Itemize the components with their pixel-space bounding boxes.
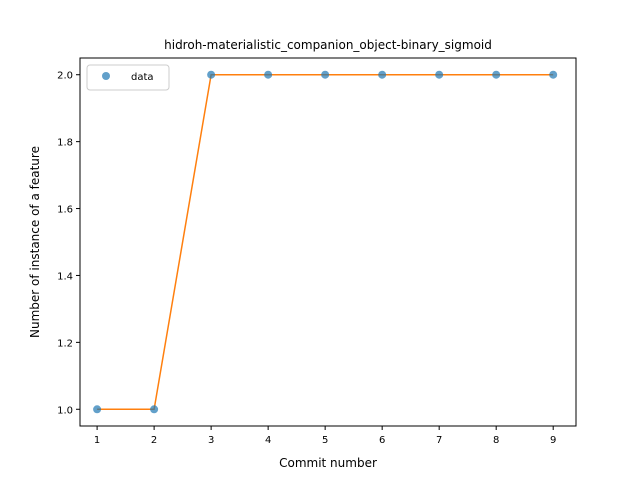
x-tick-label: 7 bbox=[436, 435, 442, 446]
legend: data bbox=[86, 64, 170, 91]
x-axis: 1 2 3 4 5 6 7 8 9 bbox=[94, 426, 556, 446]
legend-marker bbox=[102, 72, 110, 80]
x-tick-label: 4 bbox=[265, 435, 271, 446]
x-axis-label: Commit number bbox=[279, 456, 377, 470]
data-point bbox=[93, 405, 102, 414]
x-tick-label: 8 bbox=[493, 435, 499, 446]
y-tick-label: 1.2 bbox=[57, 338, 73, 349]
data-point bbox=[549, 70, 558, 79]
y-tick-label: 1.6 bbox=[57, 205, 73, 216]
plot-area bbox=[79, 57, 577, 427]
data-point bbox=[378, 70, 387, 79]
data-point bbox=[321, 70, 330, 79]
legend-box bbox=[86, 64, 170, 91]
y-tick-label: 1.0 bbox=[57, 405, 73, 416]
x-tick-label: 1 bbox=[94, 435, 100, 446]
data-point bbox=[435, 70, 444, 79]
data-point bbox=[492, 70, 501, 79]
chart-title: hidroh-materialistic_companion_object-bi… bbox=[164, 38, 492, 52]
legend-label: data bbox=[131, 72, 154, 83]
data-point bbox=[150, 405, 159, 414]
y-tick-label: 1.8 bbox=[57, 138, 73, 149]
y-axis-label: Number of instance of a feature bbox=[28, 146, 42, 338]
data-point bbox=[207, 70, 216, 79]
y-tick-label: 2.0 bbox=[57, 71, 73, 82]
data-point bbox=[264, 70, 273, 79]
x-tick-label: 9 bbox=[550, 435, 556, 446]
x-tick-label: 3 bbox=[208, 435, 214, 446]
x-tick-label: 6 bbox=[379, 435, 385, 446]
x-tick-label: 5 bbox=[322, 435, 328, 446]
y-axis: 1.0 1.2 1.4 1.6 1.8 2.0 bbox=[57, 71, 80, 416]
x-tick-label: 2 bbox=[151, 435, 157, 446]
series-layer bbox=[93, 70, 558, 414]
y-tick-label: 1.4 bbox=[57, 271, 73, 282]
